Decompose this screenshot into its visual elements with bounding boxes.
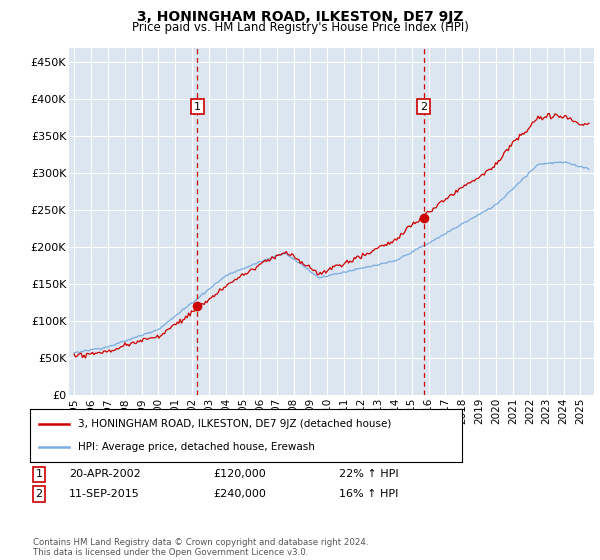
Text: Price paid vs. HM Land Registry's House Price Index (HPI): Price paid vs. HM Land Registry's House … (131, 21, 469, 34)
Text: Contains HM Land Registry data © Crown copyright and database right 2024.
This d: Contains HM Land Registry data © Crown c… (33, 538, 368, 557)
Text: 1: 1 (194, 102, 201, 111)
Text: 11-SEP-2015: 11-SEP-2015 (69, 489, 140, 499)
Text: 1: 1 (35, 469, 43, 479)
Text: 3, HONINGHAM ROAD, ILKESTON, DE7 9JZ (detached house): 3, HONINGHAM ROAD, ILKESTON, DE7 9JZ (de… (77, 419, 391, 429)
Text: £120,000: £120,000 (213, 469, 266, 479)
Text: £240,000: £240,000 (213, 489, 266, 499)
Text: 3, HONINGHAM ROAD, ILKESTON, DE7 9JZ: 3, HONINGHAM ROAD, ILKESTON, DE7 9JZ (137, 10, 463, 24)
Text: 2: 2 (420, 102, 427, 111)
Text: 16% ↑ HPI: 16% ↑ HPI (339, 489, 398, 499)
Text: 2: 2 (35, 489, 43, 499)
Text: 20-APR-2002: 20-APR-2002 (69, 469, 141, 479)
Text: HPI: Average price, detached house, Erewash: HPI: Average price, detached house, Erew… (77, 442, 314, 452)
Text: 22% ↑ HPI: 22% ↑ HPI (339, 469, 398, 479)
